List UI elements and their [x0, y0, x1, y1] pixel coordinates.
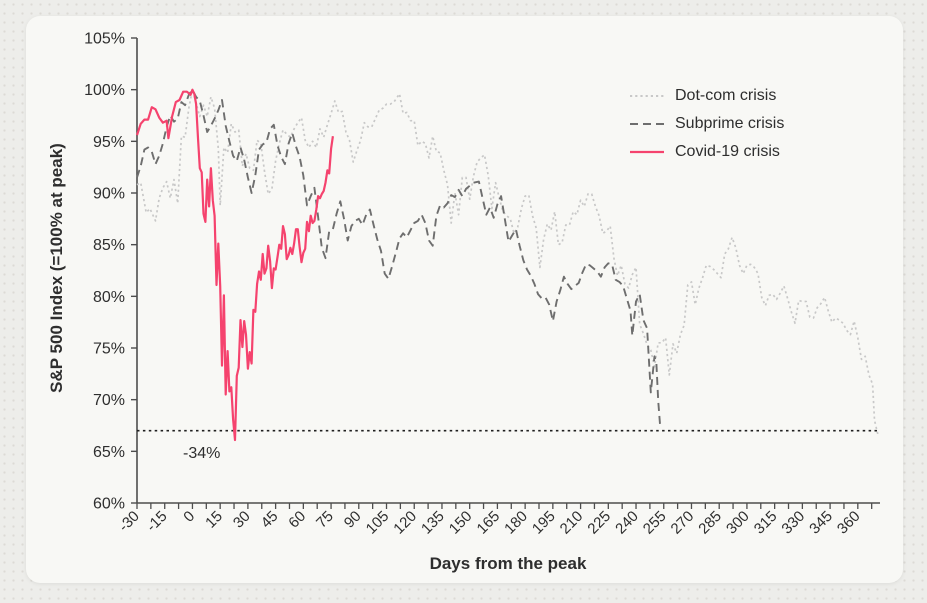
series-line-dot-com-crisis: [136, 88, 880, 436]
x-tick-label: 105: [363, 508, 393, 538]
legend-label: Dot-com crisis: [675, 87, 777, 104]
y-tick-label: 85%: [93, 237, 125, 254]
y-tick-label: 95%: [93, 134, 125, 151]
legend-label: Subprime crisis: [675, 115, 785, 132]
chart-card: [26, 16, 903, 583]
legend-item-covid-19-crisis: Covid-19 crisis: [630, 138, 784, 166]
x-tick-label: 210: [557, 508, 587, 538]
x-tick-label: 90: [341, 508, 365, 532]
x-tick-label: 0: [180, 508, 198, 526]
x-tick-label: 45: [258, 508, 282, 532]
x-tick-label: 270: [668, 508, 698, 538]
legend: Dot-com crisis Subprime crisis Covid-19 cr…: [630, 82, 784, 166]
legend-line-sample: [630, 150, 664, 154]
x-tick-label: 150: [446, 508, 476, 538]
x-tick-label: 180: [501, 508, 531, 538]
x-tick-label: 285: [695, 508, 725, 538]
y-tick-label: 60%: [93, 496, 125, 513]
x-tick-label: 225: [584, 508, 614, 538]
x-tick-label: 240: [612, 508, 642, 538]
x-tick-label: 15: [202, 508, 226, 532]
x-tick-label: 255: [640, 508, 670, 538]
legend-line-sample: [630, 123, 664, 125]
legend-line-sample: [630, 95, 664, 97]
legend-item-subprime-crisis: Subprime crisis: [630, 110, 784, 138]
drawdown-annotation: -34%: [183, 445, 221, 462]
x-tick-label: 135: [418, 508, 448, 538]
x-tick-label: 165: [474, 508, 504, 538]
x-tick-label: 75: [313, 508, 337, 532]
y-tick-label: 90%: [93, 186, 125, 203]
x-tick-label: 345: [806, 508, 836, 538]
y-axis-title: S&P 500 Index (=100% at peak): [47, 143, 66, 393]
x-tick-label: 30: [230, 508, 254, 532]
x-tick-label: 60: [285, 508, 309, 532]
x-tick-label: 300: [723, 508, 753, 538]
x-axis-title: Days from the peak: [429, 554, 587, 573]
series-line-covid-19-crisis: [135, 88, 334, 442]
y-tick-label: 80%: [93, 289, 125, 306]
x-tick-label: 120: [390, 508, 420, 538]
x-tick-label: 360: [834, 508, 864, 538]
y-tick-label: 105%: [84, 31, 125, 48]
series-line-subprime-crisis: [136, 88, 662, 426]
y-tick-label: 100%: [84, 82, 125, 99]
y-tick-label: 75%: [93, 341, 125, 358]
y-tick-label: 70%: [93, 392, 125, 409]
legend-item-dot-com-crisis: Dot-com crisis: [630, 82, 784, 110]
x-tick-label: 315: [751, 508, 781, 538]
y-tick-label: 65%: [93, 444, 125, 461]
legend-label: Covid-19 crisis: [675, 143, 780, 160]
x-tick-label: -15: [143, 508, 170, 535]
x-tick-label: 195: [529, 508, 559, 538]
x-tick-label: 330: [778, 508, 808, 538]
